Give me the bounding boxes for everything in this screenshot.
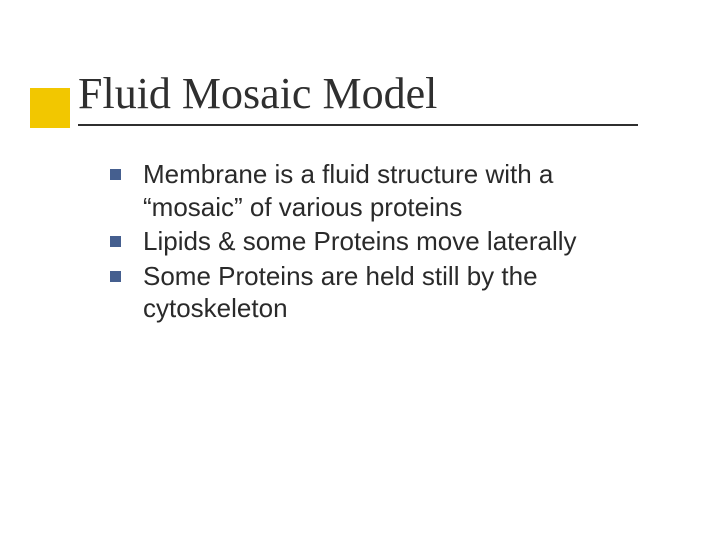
list-item-text: Some Proteins are held still by the cyto… bbox=[143, 260, 650, 325]
list-item: Membrane is a fluid structure with a “mo… bbox=[110, 158, 650, 223]
list-item: Lipids & some Proteins move laterally bbox=[110, 225, 650, 258]
list-item-text: Lipids & some Proteins move laterally bbox=[143, 225, 577, 258]
list-item-text: Membrane is a fluid structure with a “mo… bbox=[143, 158, 650, 223]
title-underline bbox=[78, 124, 638, 126]
title-block: Fluid Mosaic Model bbox=[78, 70, 658, 126]
slide: Fluid Mosaic Model Membrane is a fluid s… bbox=[0, 0, 720, 540]
slide-title: Fluid Mosaic Model bbox=[78, 70, 658, 118]
list-item: Some Proteins are held still by the cyto… bbox=[110, 260, 650, 325]
square-bullet-icon bbox=[110, 236, 121, 247]
accent-square bbox=[30, 88, 70, 128]
bullet-list: Membrane is a fluid structure with a “mo… bbox=[110, 158, 650, 327]
square-bullet-icon bbox=[110, 271, 121, 282]
square-bullet-icon bbox=[110, 169, 121, 180]
